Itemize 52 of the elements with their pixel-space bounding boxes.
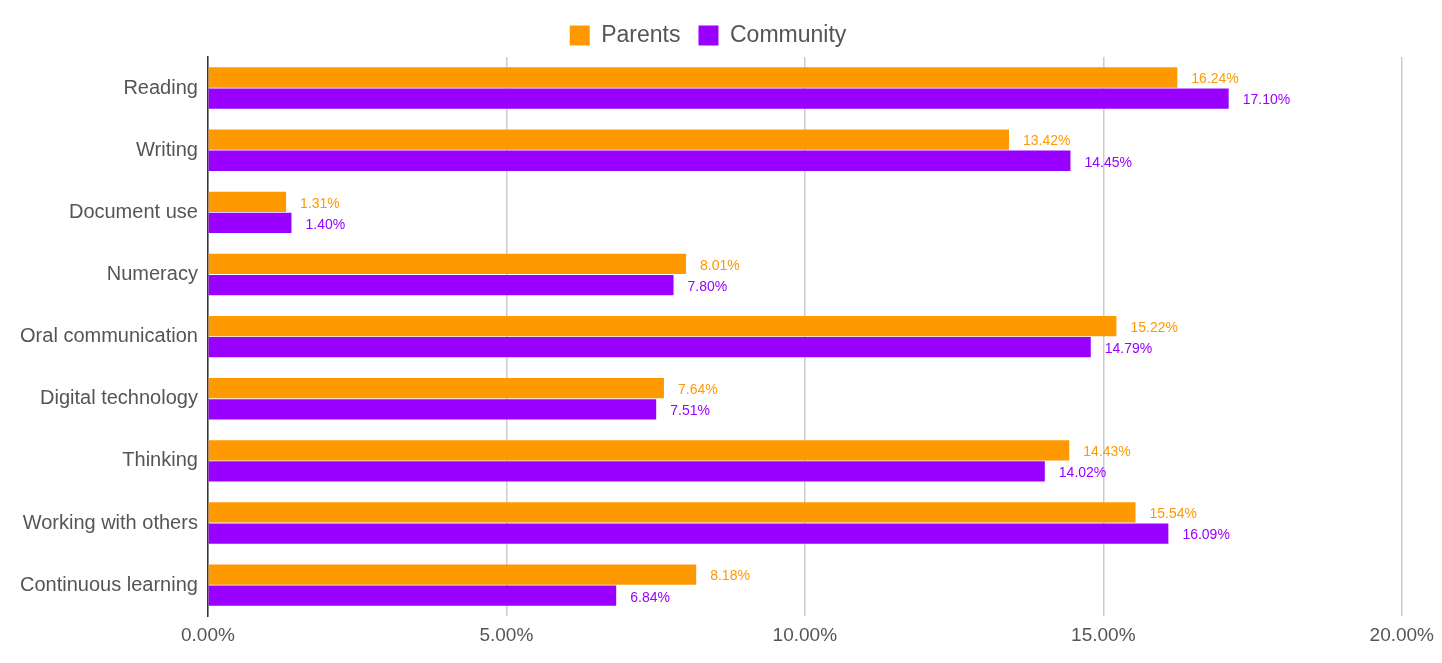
- y-tick-label: Document use: [68, 199, 198, 222]
- x-tick-label: 20.00%: [1369, 623, 1435, 645]
- data-label: 13.42%: [1022, 132, 1071, 149]
- bar: [208, 129, 1009, 150]
- x-tick-label: 5.00%: [479, 623, 534, 645]
- bar: [208, 585, 617, 606]
- data-label: 7.64%: [677, 381, 718, 398]
- bar: [208, 378, 664, 399]
- data-label: 7.80%: [687, 277, 728, 294]
- data-label: 17.10%: [1242, 91, 1291, 108]
- legend-label: Community: [729, 20, 847, 47]
- bar: [208, 461, 1045, 482]
- data-label: 1.31%: [300, 194, 340, 211]
- data-label: 16.24%: [1191, 70, 1239, 87]
- bar: [208, 191, 287, 212]
- y-tick-label: Numeracy: [106, 261, 198, 284]
- data-label: 15.22%: [1130, 318, 1178, 335]
- bar: [208, 337, 1091, 358]
- bar: [208, 315, 1117, 337]
- data-label: 8.18%: [710, 567, 750, 584]
- bar: [208, 440, 1070, 461]
- data-label: 16.09%: [1182, 526, 1230, 543]
- bar: [208, 253, 687, 275]
- bar: [208, 399, 657, 420]
- data-label: 14.79%: [1104, 340, 1153, 357]
- y-tick-label: Digital technology: [40, 386, 198, 409]
- bar: [208, 67, 1178, 88]
- data-label: 14.02%: [1058, 464, 1107, 481]
- legend-label: Parents: [601, 20, 681, 47]
- bar: [208, 150, 1071, 171]
- data-label: 7.51%: [670, 402, 710, 419]
- data-label: 15.54%: [1149, 505, 1198, 522]
- y-tick-label: Reading: [123, 75, 198, 98]
- y-tick-label: Writing: [136, 137, 198, 160]
- y-tick-label: Oral communication: [20, 324, 198, 347]
- data-label: 14.43%: [1083, 443, 1131, 460]
- y-tick-label: Continuous learning: [19, 572, 198, 595]
- x-tick-label: 10.00%: [772, 623, 838, 645]
- bar: [208, 523, 1169, 544]
- bar: [208, 502, 1136, 523]
- bar: [208, 274, 674, 296]
- data-label: 14.45%: [1084, 153, 1132, 170]
- bar: [208, 88, 1229, 109]
- data-label: 6.84%: [630, 588, 670, 605]
- y-tick-label: Working with others: [22, 510, 198, 533]
- x-tick-label: 0.00%: [180, 623, 235, 645]
- data-label: 8.01%: [700, 256, 740, 273]
- bar: [208, 564, 697, 585]
- data-label: 1.40%: [305, 215, 346, 232]
- x-tick-label: 15.00%: [1071, 623, 1136, 645]
- y-tick-label: Thinking: [122, 448, 198, 471]
- bar: [208, 212, 292, 234]
